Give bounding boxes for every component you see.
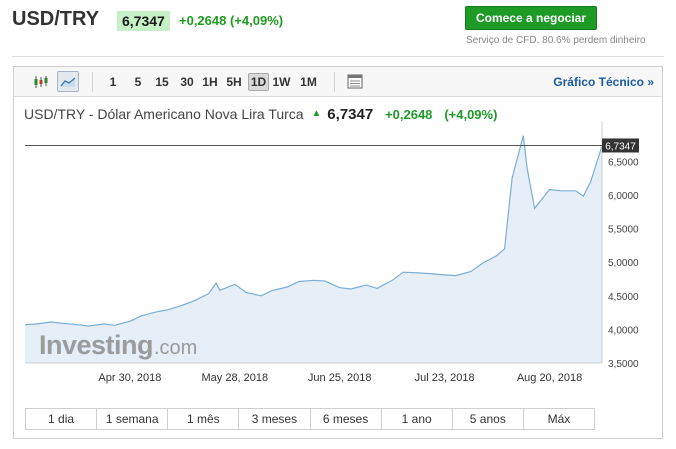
timeframe-5h[interactable]: 5H xyxy=(226,75,242,89)
timeframe-5[interactable]: 5 xyxy=(134,75,142,89)
y-tick-label: 4,5000 xyxy=(608,292,639,303)
range-button[interactable]: 1 semana xyxy=(97,409,169,429)
pair-title: USD/TRY xyxy=(12,8,100,30)
top-divider xyxy=(12,56,664,57)
y-tick-label: 5,0000 xyxy=(608,258,639,269)
timeframe-30[interactable]: 30 xyxy=(180,75,194,89)
toolbar-separator xyxy=(92,72,93,92)
toolbar-separator xyxy=(334,72,335,92)
timeframe-1d[interactable]: 1D xyxy=(248,73,269,91)
price-chart: Investing .com 6,5000 6,0000 5,5000 5,0000 4,5… xyxy=(24,121,639,384)
timeframe-1w[interactable]: 1W xyxy=(272,75,291,89)
range-button[interactable]: Máx xyxy=(523,409,594,429)
range-button[interactable]: 6 meses xyxy=(310,409,382,429)
x-tick-label: Apr 30, 2018 xyxy=(98,372,161,384)
last-price-label: 6,7347 xyxy=(605,141,636,152)
y-tick-label: 3,5000 xyxy=(608,359,639,370)
instrument-change: +0,2648 xyxy=(385,107,433,122)
chart-toolbar: 1 5 15 30 1H 5H 1D 1W 1M Gráfico Técnico » xyxy=(14,67,662,97)
instrument-price: 6,7347 xyxy=(327,106,374,123)
x-tick-label: May 28, 2018 xyxy=(201,372,268,384)
price-line xyxy=(24,135,603,327)
y-tick-label: 4,0000 xyxy=(608,325,639,336)
range-button[interactable]: 3 meses xyxy=(239,409,311,429)
instrument-change-pct: (+4,09%) xyxy=(444,107,498,122)
x-tick-label: Aug 20, 2018 xyxy=(517,372,582,384)
price-change: +0,2648 (+4,09%) xyxy=(179,13,284,28)
chart-widget: 1 5 15 30 1H 5H 1D 1W 1M Gráfico Técnico » USD/T… xyxy=(13,66,663,439)
range-button[interactable]: 1 dia xyxy=(26,409,98,429)
price-badge: 6,7347 xyxy=(117,11,170,31)
candlestick-icon[interactable] xyxy=(30,71,52,92)
x-tick-label: Jun 25, 2018 xyxy=(308,372,372,384)
technical-chart-link[interactable]: Gráfico Técnico » xyxy=(553,75,654,89)
investing-logo-suffix: .com xyxy=(154,337,197,359)
range-button[interactable]: 5 anos xyxy=(452,409,524,429)
table-icon[interactable] xyxy=(344,71,366,92)
timeframe-1h[interactable]: 1H xyxy=(202,75,218,89)
y-tick-label: 6,0000 xyxy=(608,191,639,202)
chart-header: USD/TRY - Dólar Americano Nova Lira Turc… xyxy=(24,106,497,123)
range-button[interactable]: 1 ano xyxy=(381,409,453,429)
last-price-badge xyxy=(602,138,639,153)
timeframe-15[interactable]: 15 xyxy=(155,75,169,89)
timeframe-1m[interactable]: 1M xyxy=(300,75,317,89)
y-tick-label: 5,5000 xyxy=(608,225,639,236)
x-tick-label: Jul 23, 2018 xyxy=(415,372,475,384)
cfd-disclaimer: Serviço de CFD. 80.6% perdem dinheiro xyxy=(466,35,646,46)
start-trading-button[interactable]: Comece a negociar xyxy=(465,6,597,30)
price-area xyxy=(25,135,602,363)
y-tick-label: 6,5000 xyxy=(608,157,639,168)
range-button[interactable]: 1 mês xyxy=(168,409,240,429)
investing-logo: Investing xyxy=(39,330,153,360)
timeframe-1[interactable]: 1 xyxy=(109,75,117,89)
area-chart-icon[interactable] xyxy=(57,71,79,92)
range-selector: 1 dia 1 semana 1 mês 3 meses 6 meses 1 ano 5 a… xyxy=(25,408,595,430)
instrument-name: USD/TRY - Dólar Americano Nova Lira Turc… xyxy=(24,106,304,122)
up-arrow-icon: ▲ xyxy=(311,108,322,119)
